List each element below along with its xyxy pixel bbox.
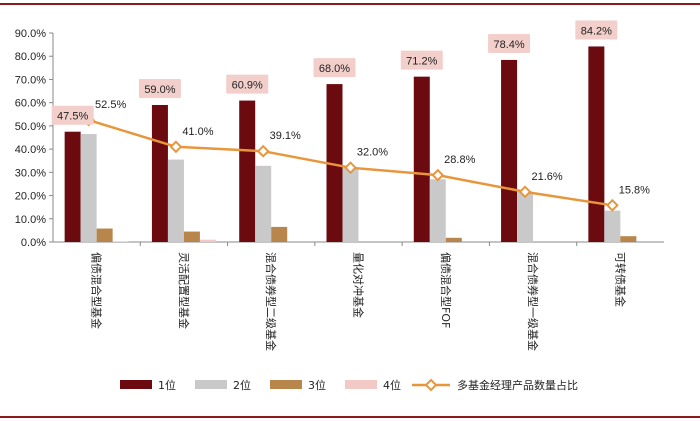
category-label: 量化对冲基金 (352, 252, 366, 318)
bar-1位 (64, 131, 81, 242)
bar-2位 (167, 159, 184, 242)
bar-data-label: 59.0% (144, 84, 175, 96)
bar-3位 (96, 228, 113, 242)
line-data-label: 39.1% (270, 130, 301, 142)
legend-swatch-4位 (345, 380, 377, 389)
line-data-label: 32.0% (357, 147, 388, 159)
line-point-marker (518, 185, 532, 199)
line-point-marker (431, 168, 445, 182)
category-label: 混合债券型二级基金 (264, 252, 278, 351)
y-tick-label: 50.0% (15, 121, 46, 133)
line-series (82, 113, 619, 212)
y-tick-label: 10.0% (15, 214, 46, 226)
legend-label: 1位 (158, 378, 176, 392)
legend-swatch-3位 (270, 380, 302, 389)
bar-data-label: 78.4% (493, 39, 524, 51)
line-point-marker (344, 161, 357, 175)
bar-1位 (326, 84, 343, 242)
bar-3位 (620, 236, 637, 242)
bar-label-box (400, 50, 443, 70)
bar-4位 (199, 239, 216, 242)
data-labels: 47.5% 59.0% 60.9% 68.0% 71.2% 78.4% 84.2% 52.5%… (51, 20, 650, 196)
line-data-label: 41.0% (182, 126, 213, 138)
legend-swatch-1位 (120, 380, 152, 389)
bar-data-label: 84.2% (581, 25, 612, 37)
line-point-marker (256, 144, 270, 158)
bar-2位 (429, 179, 446, 242)
category-label: 混合债券型一级基金 (526, 252, 540, 351)
line-point-marker (605, 198, 619, 212)
bar-data-label: 47.5% (57, 111, 88, 123)
bar-label-box (313, 58, 356, 78)
line-data-label: 15.8% (619, 184, 650, 196)
legend-swatch-2位 (195, 380, 227, 389)
y-tick-label: 90.0% (15, 28, 46, 40)
line-point-marker (169, 140, 183, 154)
y-tick-label: 70.0% (15, 74, 46, 86)
bar-3位 (183, 231, 200, 242)
y-tick-label: 40.0% (15, 144, 46, 156)
legend-label: 3位 (308, 378, 326, 392)
legend-label: 4位 (383, 378, 401, 392)
legend-line-marker (424, 378, 438, 392)
y-tick-label: 0.0% (21, 237, 46, 249)
bar-data-label: 71.2% (406, 56, 437, 68)
bar-label-box (226, 74, 269, 94)
bar-label-box (138, 78, 181, 98)
bar-2位 (255, 165, 272, 242)
legend: 1位 2位 3位 4位 多基金经理产品数量占比 (120, 378, 578, 392)
bar-3位 (445, 237, 462, 242)
y-tick-label: 20.0% (15, 191, 46, 203)
category-labels: 偏债混合型基金 灵活配置型基金 混合债券型二级基金 量化对冲基金 偏债混合型FOF 混合债… (90, 252, 628, 351)
category-label: 偏债混合型FOF (439, 252, 453, 328)
bar-data-label: 68.0% (319, 63, 350, 75)
line-data-label: 52.5% (95, 99, 126, 111)
line-data-label: 21.6% (531, 171, 562, 183)
bar-2位 (342, 167, 359, 242)
bar-1位 (588, 46, 605, 242)
bar-1位 (413, 76, 430, 242)
bars (64, 46, 637, 243)
bar-label-box (51, 105, 94, 125)
legend-label: 多基金经理产品数量占比 (457, 378, 578, 392)
bar-1位 (151, 104, 168, 242)
category-label: 偏债混合型基金 (90, 252, 104, 329)
category-label: 可转债基金 (613, 252, 627, 307)
bar-label-box (575, 20, 618, 40)
y-tick-label: 60.0% (15, 98, 46, 110)
bar-data-label: 60.9% (232, 80, 263, 92)
bar-1位 (501, 59, 518, 243)
bar-2位 (517, 191, 534, 242)
bar-2位 (80, 134, 97, 242)
bar-4位 (112, 241, 129, 242)
y-tick-label: 30.0% (15, 167, 46, 179)
legend-label: 2位 (233, 378, 251, 392)
bar-label-box (488, 33, 531, 53)
y-tick-label: 80.0% (15, 51, 46, 63)
category-label: 灵活配置型基金 (177, 252, 191, 329)
bar-3位 (271, 226, 288, 242)
bar-1位 (239, 100, 256, 243)
bar-2位 (604, 210, 621, 242)
line-data-label: 28.8% (444, 154, 475, 166)
